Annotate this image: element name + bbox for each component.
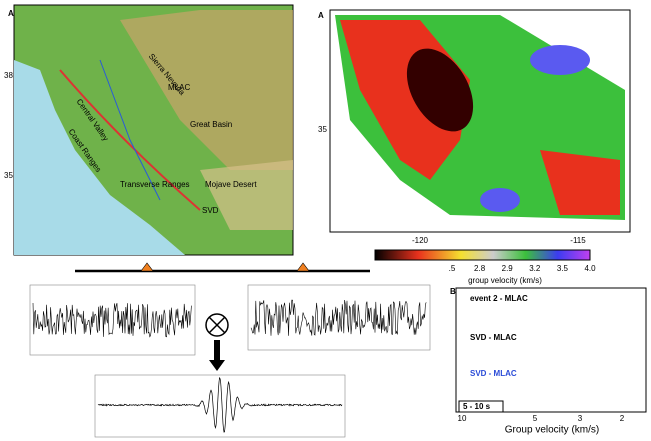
x-label: Group velocity (km/s) — [505, 425, 599, 436]
colorbar-tick: 2.9 — [502, 264, 514, 273]
panel-label: B — [450, 287, 456, 296]
panel-label: A — [8, 9, 14, 18]
lat-tick: 38 — [4, 71, 13, 80]
panel — [456, 288, 646, 412]
panel-label: A — [318, 11, 324, 20]
band-label: 5 - 10 s — [463, 402, 491, 411]
map-label: SVD — [202, 206, 219, 215]
colorbar-tick: 4.0 — [584, 264, 596, 273]
colorbar-tick: .5 — [449, 264, 456, 273]
arrow — [209, 340, 225, 371]
map-label: Mojave Desert — [205, 180, 257, 189]
colorbar-tick: 3.2 — [529, 264, 541, 273]
waveform — [98, 378, 342, 432]
topo-map — [14, 5, 293, 255]
lon-tick: -115 — [570, 236, 586, 245]
correlate-symbol — [206, 314, 228, 336]
trace-label: SVD - MLAC — [470, 369, 517, 378]
waveform — [33, 303, 191, 337]
colorbar — [375, 250, 590, 260]
trace-box — [95, 375, 345, 437]
lon-tick: -120 — [412, 236, 429, 245]
x-tick: 10 — [458, 414, 467, 423]
trace-label: SVD - MLAC — [470, 333, 517, 342]
lat-tick: 35 — [4, 171, 13, 180]
x-tick: 2 — [620, 414, 625, 423]
map-label: Transverse Ranges — [120, 180, 190, 189]
waveform — [251, 300, 426, 336]
colorbar-tick: 2.8 — [474, 264, 486, 273]
colorbar-tick: 3.5 — [557, 264, 569, 273]
map-label: Great Basin — [190, 120, 232, 129]
trace-label: event 2 - MLAC — [470, 294, 528, 303]
lat-tick: 35 — [318, 125, 327, 134]
trace-box — [248, 285, 430, 350]
x-tick: 3 — [578, 414, 583, 423]
figure: A 38 35 MLAC Great Basin Central Valley … — [0, 0, 651, 441]
colorbar-label: group velocity (km/s) — [468, 276, 542, 285]
x-tick: 5 — [533, 414, 538, 423]
velocity-map — [330, 10, 630, 232]
